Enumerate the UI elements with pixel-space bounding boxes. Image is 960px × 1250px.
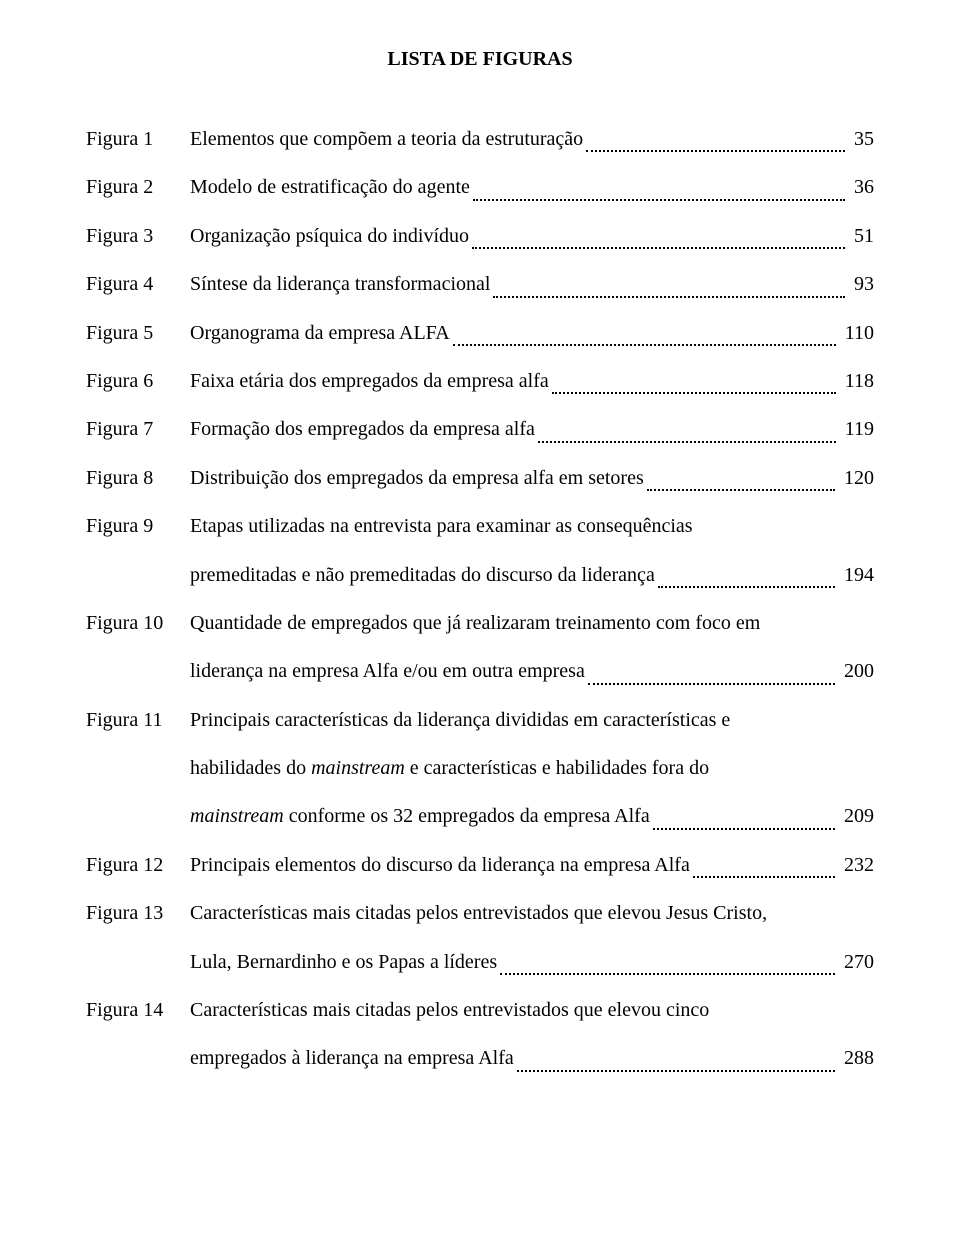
figure-desc: Características mais citadas pelos entre…	[190, 986, 874, 1083]
leader-dots	[552, 391, 836, 394]
page-number: 209	[838, 792, 874, 840]
page-number: 120	[838, 454, 874, 502]
figure-text: Distribuição dos empregados da empresa a…	[190, 454, 644, 502]
list-item: Figura 12 Principais elementos do discur…	[86, 841, 874, 889]
leader-dots	[500, 972, 835, 975]
text-run: habilidades do	[190, 757, 311, 779]
list-item: Figura 8 Distribuição dos empregados da …	[86, 454, 874, 502]
page-number: 194	[838, 551, 874, 599]
figure-label: Figura 3	[86, 225, 190, 248]
figure-label: Figura 12	[86, 854, 190, 877]
list-item: Figura 9 Etapas utilizadas na entrevista…	[86, 502, 874, 599]
leader-dots	[588, 682, 835, 685]
leader-dots	[538, 440, 836, 443]
figure-text: Formação dos empregados da empresa alfa	[190, 405, 535, 453]
figure-desc: Principais elementos do discurso da lide…	[190, 841, 874, 889]
figures-list: Figura 1 Elementos que compõem a teoria …	[86, 115, 874, 1083]
text-run: e características e habilidades fora do	[405, 757, 709, 779]
figure-text: Faixa etária dos empregados da empresa a…	[190, 357, 549, 405]
page-number: 232	[838, 841, 874, 889]
figure-text: Lula, Bernardinho e os Papas a líderes	[190, 938, 497, 986]
figure-text: Principais características da liderança …	[190, 696, 874, 744]
list-item: Figura 6 Faixa etária dos empregados da …	[86, 357, 874, 405]
figure-text: Síntese da liderança transformacional	[190, 260, 490, 308]
list-item: Figura 7 Formação dos empregados da empr…	[86, 405, 874, 453]
figure-label: Figura 1	[86, 128, 190, 151]
figure-text: habilidades do mainstream e característi…	[190, 744, 874, 792]
figure-label: Figura 9	[86, 515, 190, 538]
page-number: 93	[848, 260, 874, 308]
leader-dots	[473, 198, 845, 201]
figure-desc: Características mais citadas pelos entre…	[190, 889, 874, 986]
page-number: 35	[848, 115, 874, 163]
figure-text: Características mais citadas pelos entre…	[190, 889, 874, 937]
list-item: Figura 1 Elementos que compõem a teoria …	[86, 115, 874, 163]
figure-label: Figura 6	[86, 370, 190, 393]
page-number: 288	[838, 1034, 874, 1082]
figure-text: mainstream conforme os 32 empregados da …	[190, 792, 650, 840]
figure-desc: Faixa etária dos empregados da empresa a…	[190, 357, 874, 405]
figure-desc: Formação dos empregados da empresa alfa …	[190, 405, 874, 453]
figure-label: Figura 2	[86, 176, 190, 199]
figure-text: Principais elementos do discurso da lide…	[190, 841, 690, 889]
figure-text: premeditadas e não premeditadas do discu…	[190, 551, 655, 599]
page-number: 118	[839, 357, 874, 405]
page-number: 270	[838, 938, 874, 986]
page-number: 110	[839, 309, 874, 357]
list-item: Figura 11 Principais características da …	[86, 696, 874, 841]
leader-dots	[472, 246, 845, 249]
figure-label: Figura 7	[86, 418, 190, 441]
figure-desc: Distribuição dos empregados da empresa a…	[190, 454, 874, 502]
figure-desc: Quantidade de empregados que já realizar…	[190, 599, 874, 696]
list-item: Figura 10 Quantidade de empregados que j…	[86, 599, 874, 696]
figure-label: Figura 13	[86, 902, 190, 925]
page-title: LISTA DE FIGURAS	[86, 48, 874, 71]
leader-dots	[653, 827, 835, 830]
page: LISTA DE FIGURAS Figura 1 Elementos que …	[0, 0, 960, 1250]
list-item: Figura 4 Síntese da liderança transforma…	[86, 260, 874, 308]
leader-dots	[693, 875, 835, 878]
figure-text: Organograma da empresa ALFA	[190, 309, 450, 357]
figure-desc: Organização psíquica do indivíduo 51	[190, 212, 874, 260]
figure-text: Elementos que compõem a teoria da estrut…	[190, 115, 583, 163]
figure-text: Organização psíquica do indivíduo	[190, 212, 469, 260]
figure-text: Etapas utilizadas na entrevista para exa…	[190, 502, 874, 550]
page-number: 119	[839, 405, 874, 453]
list-item: Figura 5 Organograma da empresa ALFA 110	[86, 309, 874, 357]
leader-dots	[493, 295, 845, 298]
leader-dots	[517, 1069, 835, 1072]
leader-dots	[586, 149, 845, 152]
italic-text: mainstream	[311, 757, 405, 779]
figure-desc: Elementos que compõem a teoria da estrut…	[190, 115, 874, 163]
figure-label: Figura 5	[86, 322, 190, 345]
figure-text: Características mais citadas pelos entre…	[190, 986, 874, 1034]
figure-text: empregados à liderança na empresa Alfa	[190, 1034, 514, 1082]
figure-desc: Síntese da liderança transformacional 93	[190, 260, 874, 308]
figure-desc: Etapas utilizadas na entrevista para exa…	[190, 502, 874, 599]
figure-label: Figura 4	[86, 273, 190, 296]
figure-desc: Organograma da empresa ALFA 110	[190, 309, 874, 357]
leader-dots	[647, 488, 835, 491]
figure-label: Figura 10	[86, 612, 190, 635]
figure-text: Quantidade de empregados que já realizar…	[190, 599, 874, 647]
figure-desc: Principais características da liderança …	[190, 696, 874, 841]
figure-label: Figura 14	[86, 999, 190, 1022]
list-item: Figura 13 Características mais citadas p…	[86, 889, 874, 986]
figure-label: Figura 11	[86, 709, 190, 732]
figure-text: liderança na empresa Alfa e/ou em outra …	[190, 647, 585, 695]
figure-text: Modelo de estratificação do agente	[190, 163, 470, 211]
leader-dots	[658, 585, 835, 588]
leader-dots	[453, 343, 836, 346]
list-item: Figura 2 Modelo de estratificação do age…	[86, 163, 874, 211]
italic-text: mainstream	[190, 805, 284, 827]
figure-desc: Modelo de estratificação do agente 36	[190, 163, 874, 211]
page-number: 51	[848, 212, 874, 260]
list-item: Figura 14 Características mais citadas p…	[86, 986, 874, 1083]
list-item: Figura 3 Organização psíquica do indivíd…	[86, 212, 874, 260]
page-number: 36	[848, 163, 874, 211]
figure-label: Figura 8	[86, 467, 190, 490]
page-number: 200	[838, 647, 874, 695]
text-run: conforme os 32 empregados da empresa Alf…	[284, 805, 650, 827]
